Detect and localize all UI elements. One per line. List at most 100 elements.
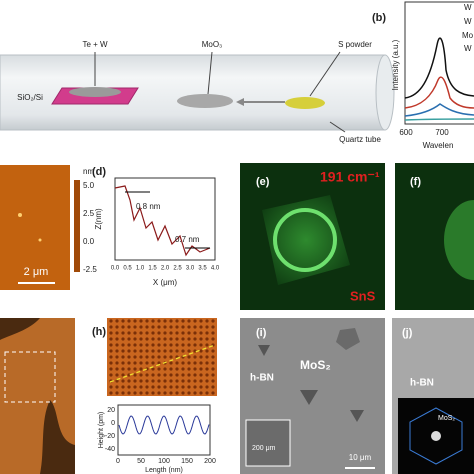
axes (404, 1, 474, 125)
annotation: h-BN (410, 378, 434, 389)
axis-label: Length (nm) (145, 467, 183, 474)
tube-end (375, 54, 395, 131)
flake (444, 200, 474, 280)
panel-h: (h) Height (pm) 200-20-40 0 50 100 150 200 L… (92, 318, 217, 474)
scale-label: 2 μm (24, 266, 49, 278)
height-profile (118, 415, 210, 435)
y-ticks: 20 0 -20 -40 (105, 407, 115, 453)
spectrum (404, 103, 474, 117)
axis-label: X (μm) (153, 278, 177, 287)
tick-label: -20 (105, 433, 115, 440)
label: MoO₃ (202, 40, 223, 49)
tick-label: 200 (204, 458, 216, 465)
tick-label: 0 (116, 458, 120, 465)
tick-label: 1.5 (148, 266, 157, 272)
profile-line (109, 344, 216, 383)
tick-label: 20 (107, 407, 115, 414)
s-powder (285, 97, 325, 109)
hexagon (409, 407, 463, 465)
tick-label: 600 (399, 128, 413, 137)
tick-label: -40 (105, 446, 115, 453)
scale-label: 10 μm (349, 453, 372, 462)
ring (273, 208, 337, 272)
panel-b: (b) W W Mo W Intensity (a.u.) 600 700 Wa… (372, 1, 474, 150)
moo3-powder (177, 94, 233, 108)
panel-label: (h) (92, 326, 106, 338)
annotation: MoS₂ (438, 415, 455, 422)
x-ticks: 0 50 100 150 200 (116, 458, 216, 465)
tick-label: 1.0 (136, 266, 145, 272)
annotation: 200 μm (252, 445, 276, 452)
pointer (309, 51, 341, 97)
pointer (329, 121, 346, 133)
panel-g (0, 318, 75, 474)
colorbar-label: 2.5 (83, 209, 95, 218)
triangle (350, 410, 364, 422)
material-label: SnS (350, 288, 376, 303)
flake (336, 328, 360, 350)
panel-label: (d) (92, 166, 106, 178)
tick-label: 50 (137, 458, 145, 465)
inset (245, 419, 291, 467)
legend-entry: W (464, 44, 472, 53)
panel-j: (j) h-BN MoS₂ (392, 318, 474, 474)
arrow-head (236, 98, 244, 106)
panel-c: 2 μm nm 5.0 2.5 0.0 -2.5 (0, 165, 97, 290)
tick-label: 4.0 (211, 266, 220, 272)
panel-label: (f) (410, 176, 421, 188)
feature (38, 238, 42, 242)
annotation: 0.7 nm (175, 235, 200, 244)
tick-label: 2.0 (161, 266, 170, 272)
profile (114, 185, 211, 257)
legend-entry: Mo (462, 31, 474, 40)
te-w-powder (69, 87, 121, 97)
tick-label: 3.5 (198, 266, 207, 272)
colorbar-label: nm (83, 167, 94, 176)
axes (114, 177, 216, 261)
axes (117, 404, 211, 456)
tick-label: 100 (158, 458, 170, 465)
center-spot (431, 431, 441, 441)
afm-image (107, 318, 217, 396)
dark-region (0, 318, 75, 474)
spectrum (404, 76, 474, 109)
triangle (258, 345, 270, 356)
panel-d: (d) 0.8 nm 0.7 nm Z(nm) X (μm) 0.0 0.5 1.0… (92, 166, 220, 287)
raman-shift: 191 cm⁻¹ (320, 169, 380, 185)
colorbar-label: 5.0 (83, 181, 95, 190)
tick-label: 2.5 (173, 266, 182, 272)
panel-a: Te + W MoO₃ S powder SiO₂/Si Quartz tube (0, 40, 395, 144)
panel-f: (f) (395, 163, 474, 310)
spectrum (404, 118, 474, 121)
x-ticks: 0.0 0.5 1.0 1.5 2.0 2.5 3.0 3.5 4.0 (111, 266, 220, 272)
axis-label: Wavelen (423, 141, 454, 150)
label: S powder (338, 40, 372, 49)
annotation: h-BN (250, 373, 274, 384)
panel-e: (e) 191 cm⁻¹ SnS (240, 163, 385, 310)
colorbar-label: -2.5 (83, 265, 97, 274)
triangle (300, 390, 318, 405)
label: SiO₂/Si (17, 93, 43, 102)
tick-label: 0.0 (111, 266, 120, 272)
axis-label: Z(nm) (94, 208, 103, 230)
annotation: 0.8 nm (136, 202, 161, 211)
tick-label: 150 (181, 458, 193, 465)
feature (18, 213, 22, 217)
panel-label: (i) (256, 327, 267, 339)
label: Te + W (82, 40, 108, 49)
zoom-box (4, 351, 56, 403)
annotation: MoS₂ (300, 358, 331, 372)
tick-label: 0.5 (123, 266, 132, 272)
colorbar-label: 0.0 (83, 237, 95, 246)
legend-entry: W (464, 17, 472, 26)
axis-label: Height (pm) (98, 412, 105, 449)
tick-label: 700 (435, 128, 449, 137)
axis-label: Intensity (a.u.) (391, 39, 400, 90)
quartz-tube (0, 54, 386, 131)
label: Quartz tube (339, 135, 381, 144)
legend-entry: W (464, 3, 472, 12)
panel-label: (e) (256, 176, 270, 188)
